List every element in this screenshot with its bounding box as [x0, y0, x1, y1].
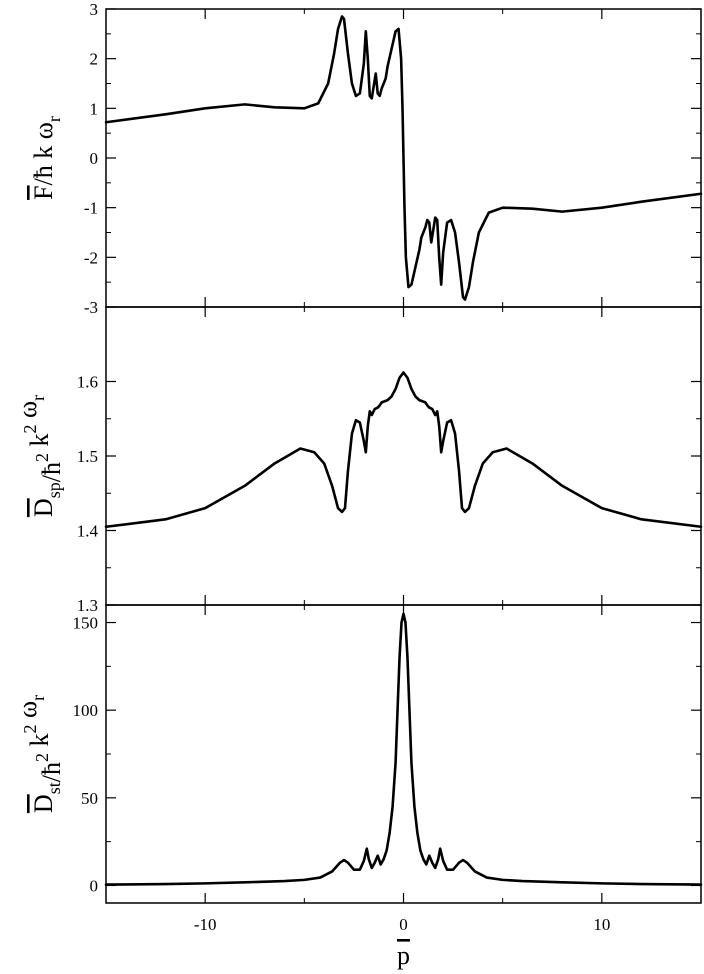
x-tick-label: -10: [194, 915, 217, 934]
panel-3-frame: [105, 604, 702, 904]
panel-2-ytick-label: 1.4: [77, 522, 99, 541]
panel-3-series-line: [104, 612, 703, 886]
panel-1-ytick-label: 2: [90, 50, 99, 69]
panel-2-ytick-label: 1.6: [77, 373, 98, 392]
panel-1-ytick-label: 0: [90, 149, 99, 168]
x-tick-label: 10: [593, 915, 610, 934]
panel-1-series-line: [104, 15, 703, 301]
panel-3-ytick-label: 100: [73, 701, 99, 720]
panel-2-series-line: [104, 371, 703, 529]
panel-1-ytick-label: -3: [84, 298, 98, 317]
panel-2-ytick-label: 1.3: [77, 596, 98, 615]
panel-1-ytick-label: 3: [90, 0, 99, 19]
panel-3-ytick-label: 150: [73, 614, 99, 633]
panel-2-frame: [105, 306, 702, 606]
panel-3-ylabel: Dst/ħ2 k2 ωr: [13, 695, 66, 813]
panel-1-ytick-label: 1: [90, 99, 99, 118]
panel-1-ylabel: F/ħ k ωr: [29, 116, 64, 200]
panel-3-ytick-label: 0: [90, 876, 99, 895]
panel-2-ylabel: Dsp/ħ2 k2 ωr: [13, 395, 66, 517]
panel-1-ytick-label: -2: [84, 248, 98, 267]
panel-3-ytick-label: 50: [81, 789, 98, 808]
x-axis-label: p: [397, 941, 410, 970]
panel-2-ytick-label: 1.5: [77, 447, 98, 466]
panel-1-ytick-label: -1: [84, 199, 98, 218]
x-tick-label: 0: [399, 915, 408, 934]
